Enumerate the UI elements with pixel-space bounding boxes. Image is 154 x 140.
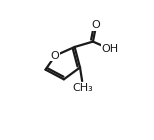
Text: O: O — [51, 51, 60, 61]
Text: OH: OH — [102, 44, 119, 54]
Text: O: O — [92, 20, 101, 30]
Text: CH₃: CH₃ — [73, 83, 94, 93]
